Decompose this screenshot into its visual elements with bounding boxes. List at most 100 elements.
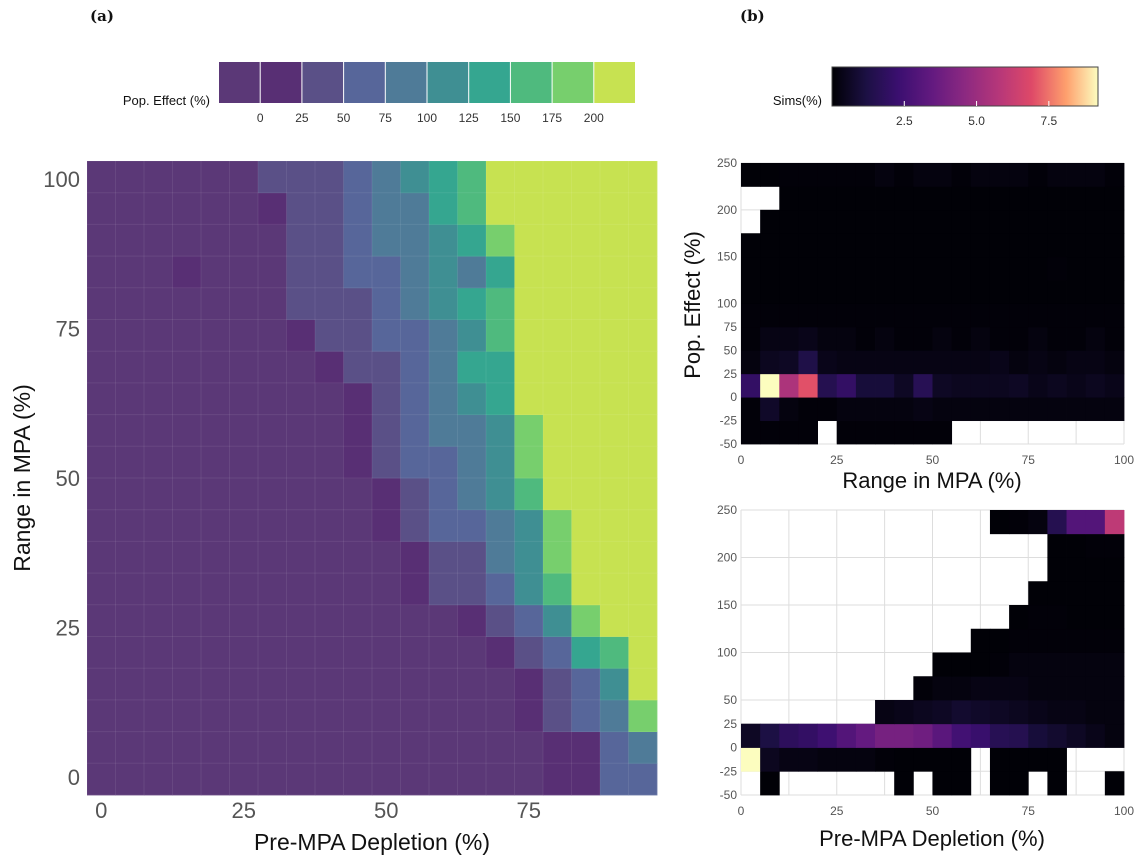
panelB1-cell xyxy=(1085,373,1106,398)
heatmap-a-cell xyxy=(343,256,373,289)
heatmap-a-cell xyxy=(429,731,458,764)
heatmap-a-cell xyxy=(429,446,458,479)
panelB1-cell xyxy=(855,280,876,304)
heatmap-a-cell xyxy=(315,636,344,669)
heatmap-a-cell xyxy=(543,224,572,257)
heatmap-a-cell xyxy=(372,382,401,415)
heatmap-a-cell xyxy=(543,256,572,289)
panelB2-cell xyxy=(798,747,818,772)
heatmap-a-cell xyxy=(400,763,430,796)
panelB1-cell xyxy=(1104,233,1125,258)
heatmap-a-cell xyxy=(115,414,145,447)
heatmap-a-x-tick: 50 xyxy=(374,798,398,823)
panelB2-cell xyxy=(1047,771,1067,796)
heatmap-a-cell xyxy=(372,509,401,542)
heatmap-a-cell xyxy=(144,573,173,606)
heatmap-a-cell xyxy=(172,541,202,574)
panelB1-cell xyxy=(1066,233,1087,258)
heatmap-a-cell xyxy=(258,319,287,352)
panel-label-a: (a) xyxy=(90,7,114,25)
panelB2-cell xyxy=(989,676,1010,701)
heatmap-a-cell xyxy=(201,414,230,447)
panelB1-cell xyxy=(970,326,991,351)
heatmap-a-cell xyxy=(172,382,202,415)
heatmap-a-cell xyxy=(514,192,544,225)
heatmap-a-cell xyxy=(429,161,458,194)
heatmap-a-cell xyxy=(286,699,316,732)
panel-label-b: (b) xyxy=(740,7,765,25)
heatmap-a-cell xyxy=(600,636,629,669)
panelB1-cell xyxy=(817,186,838,211)
panelB1-cell xyxy=(932,186,953,211)
heatmap-a-cell xyxy=(286,224,316,257)
heatmap-a-cell xyxy=(87,541,116,574)
panelB1-cell xyxy=(951,209,972,234)
heatmap-a-cell xyxy=(514,382,544,415)
panelB1-cell xyxy=(989,350,1010,375)
heatmap-a-cell xyxy=(286,287,316,320)
heatmap-a-cell xyxy=(600,668,629,701)
heatmap-a-cell xyxy=(172,287,202,320)
panelB1-cell xyxy=(951,233,972,258)
heatmap-a-cell xyxy=(87,763,116,796)
panelB2-cell xyxy=(913,700,933,725)
panelB2-cell xyxy=(894,747,914,772)
panelB1-cell xyxy=(932,326,953,351)
panelB1-cell xyxy=(970,373,991,398)
heatmap-a-cell xyxy=(144,541,173,574)
heatmap-a-cell xyxy=(144,509,173,542)
panelB2-cell xyxy=(951,676,972,701)
panelB2-y-tick: 200 xyxy=(717,551,737,565)
heatmap-a-cell xyxy=(571,351,601,384)
heatmap-a-cell xyxy=(229,446,259,479)
panelB1-cell xyxy=(760,326,780,351)
heatmap-a-cell xyxy=(144,382,173,415)
panelB1-cell xyxy=(779,256,799,281)
panelB2-cell xyxy=(1066,700,1087,725)
heatmap-a-y-tick: 25 xyxy=(56,616,80,641)
panelB1-cell xyxy=(875,186,895,211)
panelB1-cell xyxy=(741,303,761,328)
heatmap-a-cell xyxy=(343,763,373,796)
heatmap-a-cell xyxy=(286,478,316,511)
heatmap-a-cell xyxy=(372,192,401,225)
heatmap-b-bottom-y-ticks: -50 -25 0 25 50 100 150 200 250 xyxy=(717,503,737,802)
heatmap-a-cell xyxy=(258,478,287,511)
panelB2-cell xyxy=(1104,605,1125,630)
heatmap-a-cell xyxy=(201,541,230,574)
panelB1-cell xyxy=(913,350,933,375)
panelB1-cell xyxy=(913,420,933,445)
heatmap-a-cell xyxy=(628,668,658,701)
panelB1-cell xyxy=(913,209,933,234)
heatmap-a-cell xyxy=(543,573,572,606)
heatmap-a-cell xyxy=(600,446,629,479)
panelB1-cell xyxy=(970,209,991,234)
heatmap-a-cell xyxy=(258,414,287,447)
heatmap-a-cell xyxy=(315,446,344,479)
panelB1-cell xyxy=(1028,256,1048,281)
panelB2-x-tick: 75 xyxy=(1022,804,1036,818)
panelB2-cell xyxy=(1085,676,1106,701)
panelB2-cell xyxy=(1104,676,1125,701)
heatmap-a-cell xyxy=(229,319,259,352)
heatmap-a-cell xyxy=(343,541,373,574)
panelB2-cell xyxy=(970,723,991,748)
heatmap-a-cell xyxy=(486,763,515,796)
heatmap-b-bottom-cells xyxy=(741,510,1125,796)
heatmap-a-cell xyxy=(87,731,116,764)
heatmap-a-cell xyxy=(543,287,572,320)
panelB1-cell xyxy=(1047,186,1067,211)
panelB2-cell xyxy=(989,510,1010,535)
panelB1-cell xyxy=(932,303,953,328)
heatmap-a-cell xyxy=(400,541,430,574)
heatmap-a-cell xyxy=(429,224,458,257)
heatmap-a-cell xyxy=(400,287,430,320)
panelB2-cell xyxy=(932,771,953,796)
panelB1-cell xyxy=(894,350,914,375)
panelB2-y-tick: 50 xyxy=(724,693,738,707)
panelB1-cell xyxy=(855,420,876,445)
heatmap-a-cell xyxy=(571,763,601,796)
panelB1-cell xyxy=(779,233,799,258)
heatmap-a-cell xyxy=(514,541,544,574)
heatmap-a-cell xyxy=(201,699,230,732)
